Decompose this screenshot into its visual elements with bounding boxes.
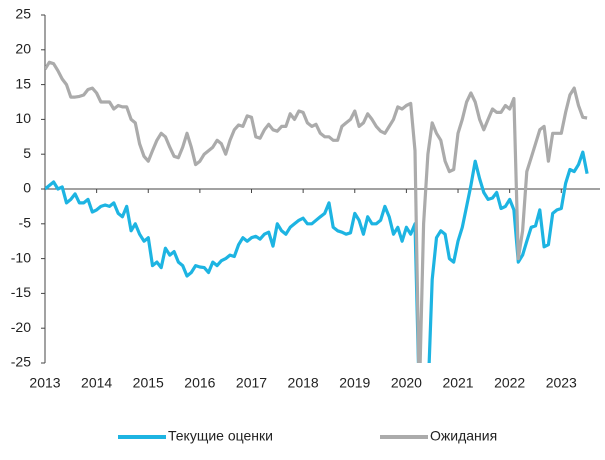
plot-area bbox=[45, 60, 589, 363]
legend-label: Ожидания bbox=[430, 428, 497, 444]
x-tick-label: 2017 bbox=[236, 375, 267, 391]
y-tick-label: 0 bbox=[23, 180, 31, 196]
x-tick-label: 2016 bbox=[184, 375, 215, 391]
x-tick-label: 2015 bbox=[133, 375, 164, 391]
x-tick-label: 2020 bbox=[391, 375, 422, 391]
y-tick-label: 10 bbox=[15, 110, 31, 126]
x-tick-label: 2013 bbox=[29, 375, 60, 391]
x-tick-label: 2019 bbox=[339, 375, 370, 391]
x-tick-label: 2018 bbox=[288, 375, 319, 391]
y-tick-label: 5 bbox=[23, 145, 31, 161]
x-tick-label: 2021 bbox=[442, 375, 473, 391]
x-tick-label: 2022 bbox=[494, 375, 525, 391]
y-tick-label: -10 bbox=[11, 249, 31, 265]
x-tick-label: 2023 bbox=[546, 375, 577, 391]
y-tick-label: 20 bbox=[15, 41, 31, 57]
legend-label: Текущие оценки bbox=[168, 428, 273, 444]
y-tick-label: 15 bbox=[15, 75, 31, 91]
y-tick-label: -15 bbox=[11, 284, 31, 300]
x-tick-label: 2014 bbox=[81, 375, 112, 391]
series-line bbox=[45, 60, 588, 363]
y-tick-label: -25 bbox=[11, 354, 31, 370]
series-line bbox=[45, 150, 589, 363]
y-tick-label: 25 bbox=[15, 6, 31, 22]
y-tick-label: -5 bbox=[19, 215, 32, 231]
y-tick-label: -20 bbox=[11, 319, 31, 335]
